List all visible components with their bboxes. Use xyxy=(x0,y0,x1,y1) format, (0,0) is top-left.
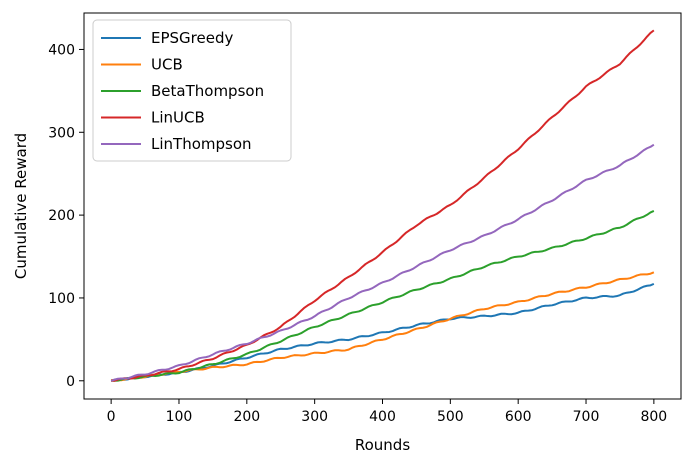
y-axis: 0 100 200 300 400 xyxy=(48,42,84,390)
legend-label: LinThompson xyxy=(151,135,252,153)
x-tick-label: 600 xyxy=(505,409,532,425)
series-line-linthompson xyxy=(110,143,655,382)
y-tick-label: 400 xyxy=(48,42,75,58)
y-tick-label: 200 xyxy=(48,208,75,224)
x-axis-title: Rounds xyxy=(355,436,410,454)
x-tick-label: 800 xyxy=(640,409,667,425)
x-tick-label: 500 xyxy=(437,409,464,425)
y-tick-label: 300 xyxy=(48,125,75,141)
y-tick-label: 0 xyxy=(66,374,75,390)
legend: EPSGreedy UCB BetaThompson LinUCB LinThompso… xyxy=(92,19,292,162)
legend-box xyxy=(92,19,292,162)
series-line-ucb xyxy=(111,271,655,382)
legend-label: BetaThompson xyxy=(151,82,264,100)
x-tick-label: 700 xyxy=(573,409,600,425)
x-tick-label: 100 xyxy=(166,409,193,425)
x-axis: 0 100 200 300 400 500 600 700 800 xyxy=(107,399,667,425)
x-tick-label: 400 xyxy=(369,409,396,425)
series-line-betathompson xyxy=(111,210,655,382)
legend-label: LinUCB xyxy=(151,109,205,127)
x-tick-label: 300 xyxy=(301,409,328,425)
x-tick-label: 0 xyxy=(107,409,116,425)
y-axis-title: Cumulative Reward xyxy=(12,133,30,279)
x-tick-label: 200 xyxy=(233,409,260,425)
legend-label: UCB xyxy=(151,56,183,74)
series-layer xyxy=(110,29,655,382)
legend-label: EPSGreedy xyxy=(151,29,233,47)
y-tick-label: 100 xyxy=(48,291,75,307)
series-line-linucb xyxy=(111,29,655,382)
